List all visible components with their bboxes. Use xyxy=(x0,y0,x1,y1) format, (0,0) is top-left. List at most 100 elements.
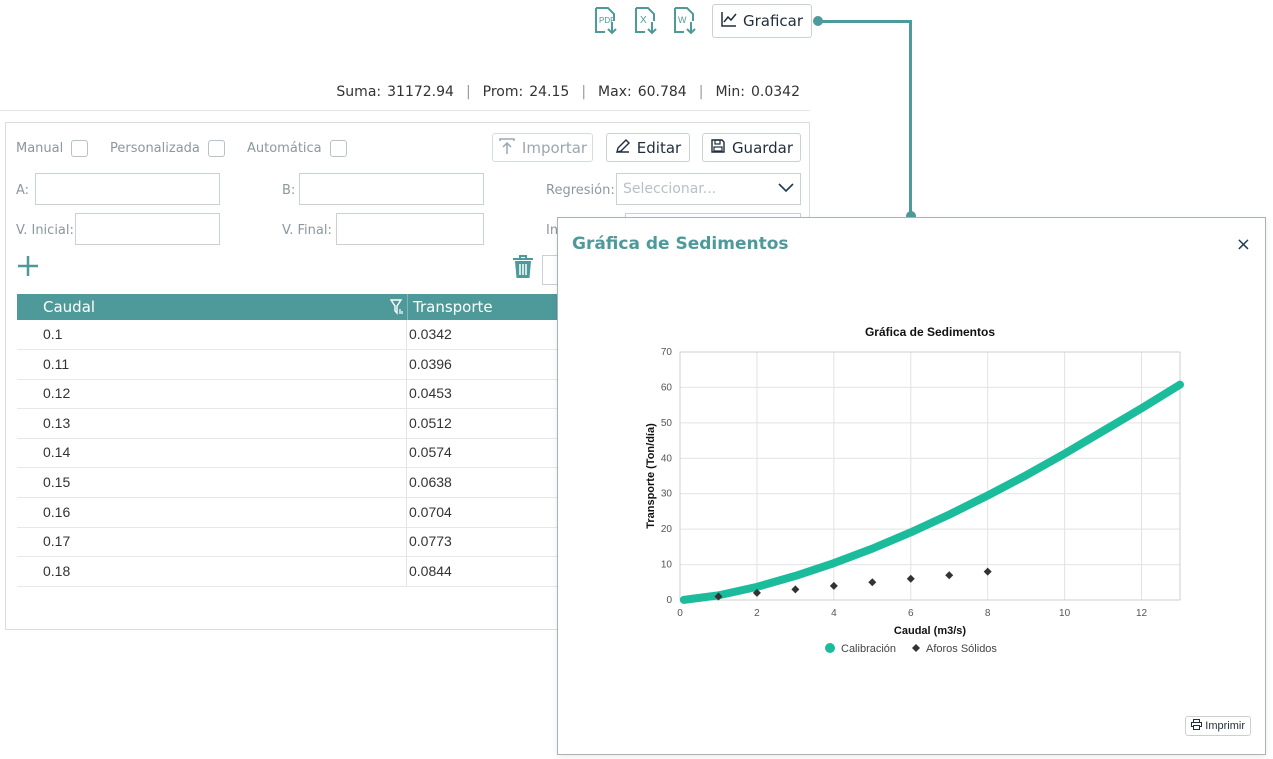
word-download-icon[interactable]: W xyxy=(672,6,700,36)
option-automatica[interactable]: Automática xyxy=(247,140,347,157)
v-final-label: V. Final: xyxy=(282,223,332,238)
table-row[interactable]: 0.13 0.0512 xyxy=(17,408,558,439)
y-tick-label: 60 xyxy=(661,382,673,393)
series-aforos-point xyxy=(714,592,723,601)
x-tick-label: 0 xyxy=(677,608,683,619)
automatica-checkbox[interactable] xyxy=(329,140,347,157)
y-tick-label: 20 xyxy=(661,524,673,535)
series-aforos-point xyxy=(906,574,915,583)
stats-bar: Suma: 31172.94 | Prom: 24.15 | Max: 60.784 … xyxy=(336,84,800,100)
y-tick-label: 70 xyxy=(661,347,673,358)
divider xyxy=(0,110,810,111)
table-row[interactable]: 0.12 0.0453 xyxy=(17,379,558,410)
pdf-download-icon[interactable]: PDF xyxy=(593,6,621,36)
legend-aforos-label: Aforos Sólidos xyxy=(926,643,997,655)
svg-text:X: X xyxy=(640,15,647,26)
cell-caudal: 0.15 xyxy=(43,474,71,490)
add-icon[interactable] xyxy=(16,254,40,283)
table-row[interactable]: 0.16 0.0704 xyxy=(17,497,558,528)
series-aforos-point xyxy=(945,571,954,580)
table-row[interactable]: 0.1 0.0342 xyxy=(17,320,558,350)
connector-line xyxy=(818,20,912,23)
upload-icon xyxy=(498,137,516,159)
modal-title: Gráfica de Sedimentos xyxy=(572,234,789,254)
table-row[interactable]: 0.15 0.0638 xyxy=(17,468,558,498)
table-row[interactable]: 0.17 0.0773 xyxy=(17,527,558,558)
col-caudal[interactable]: Caudal xyxy=(43,298,96,316)
v-final-input[interactable] xyxy=(336,213,484,245)
connector-dot-end xyxy=(906,211,916,221)
cell-transporte: 0.0574 xyxy=(409,444,452,461)
x-tick-label: 4 xyxy=(831,608,837,619)
a-label: A: xyxy=(16,183,30,198)
series-aforos-point xyxy=(829,581,838,590)
filter-icon[interactable] xyxy=(389,299,404,319)
cell-caudal: 0.18 xyxy=(43,562,71,579)
a-input[interactable] xyxy=(35,173,220,205)
printer-icon xyxy=(1191,719,1203,733)
graficar-label: Graficar xyxy=(742,12,804,30)
regresion-label: Regresión: xyxy=(546,183,615,198)
print-button[interactable]: Imprimir xyxy=(1185,716,1251,736)
table-row[interactable]: 0.14 0.0574 xyxy=(17,438,558,469)
personalizada-checkbox[interactable] xyxy=(207,140,225,157)
option-manual[interactable]: Manual xyxy=(16,140,89,157)
x-tick-label: 12 xyxy=(1136,608,1148,619)
stat-min: 0.0342 xyxy=(751,84,800,100)
cell-caudal: 0.1 xyxy=(43,326,63,342)
chevron-down-icon xyxy=(778,181,794,197)
table-header: Caudal Transporte xyxy=(17,294,558,320)
cell-transporte: 0.0773 xyxy=(409,533,452,550)
editar-button[interactable]: Editar xyxy=(606,133,690,162)
stat-prom: 24.15 xyxy=(529,84,570,100)
y-tick-label: 10 xyxy=(661,560,673,571)
table-row[interactable]: 0.18 0.0844 xyxy=(17,556,558,587)
cell-transporte: 0.0342 xyxy=(409,326,452,342)
series-aforos-point xyxy=(868,578,877,587)
x-axis-label: Caudal (m3/s) xyxy=(894,625,966,637)
stat-suma: 31172.94 xyxy=(387,84,454,100)
guardar-button[interactable]: Guardar xyxy=(702,133,801,162)
stat-max: 60.784 xyxy=(637,84,687,100)
x-tick-label: 8 xyxy=(985,608,991,619)
connector-line-vertical xyxy=(909,20,912,216)
cell-transporte: 0.0453 xyxy=(409,385,452,402)
series-aforos-point xyxy=(983,567,992,576)
partial-label: In xyxy=(546,223,559,238)
svg-text:W: W xyxy=(678,15,687,25)
save-icon xyxy=(710,138,726,158)
export-button-partial[interactable] xyxy=(542,255,558,285)
cell-caudal: 0.13 xyxy=(43,414,71,431)
y-tick-label: 0 xyxy=(666,595,672,606)
manual-checkbox[interactable] xyxy=(71,140,89,157)
col-transporte[interactable]: Transporte xyxy=(413,298,493,316)
excel-download-icon[interactable]: X xyxy=(633,6,661,36)
chart-line-icon xyxy=(721,11,737,31)
table-row[interactable]: 0.11 0.0396 xyxy=(17,349,558,380)
plot-area xyxy=(679,351,1181,601)
b-label: B: xyxy=(282,183,296,198)
x-tick-label: 10 xyxy=(1059,608,1071,619)
x-tick-label: 2 xyxy=(754,608,760,619)
cell-caudal: 0.16 xyxy=(43,503,71,520)
graficar-button[interactable]: Graficar xyxy=(712,4,812,38)
cell-caudal: 0.12 xyxy=(43,385,71,402)
option-personalizada[interactable]: Personalizada xyxy=(110,140,225,157)
cell-caudal: 0.11 xyxy=(43,355,70,372)
cell-transporte: 0.0704 xyxy=(409,503,452,520)
regresion-placeholder: Seleccionar... xyxy=(623,181,717,197)
b-input[interactable] xyxy=(299,173,484,205)
y-tick-label: 40 xyxy=(661,453,673,464)
trash-icon[interactable] xyxy=(511,254,535,285)
sediment-chart: Gráfica de Sedimentos 0 2 4 6 8 10 12 0 10 20 30 40 5… xyxy=(645,325,1184,655)
pencil-icon xyxy=(615,138,631,158)
cell-transporte: 0.0638 xyxy=(409,474,452,490)
close-icon[interactable]: × xyxy=(1235,234,1251,255)
y-tick-label: 50 xyxy=(661,418,673,429)
importar-button[interactable]: Importar xyxy=(492,133,593,162)
legend-aforos-marker xyxy=(912,644,920,652)
series-calibracion-line xyxy=(679,380,1184,604)
v-inicial-input[interactable] xyxy=(75,213,220,245)
regresion-select[interactable]: Seleccionar... xyxy=(616,173,801,205)
cell-transporte: 0.0512 xyxy=(409,414,452,431)
